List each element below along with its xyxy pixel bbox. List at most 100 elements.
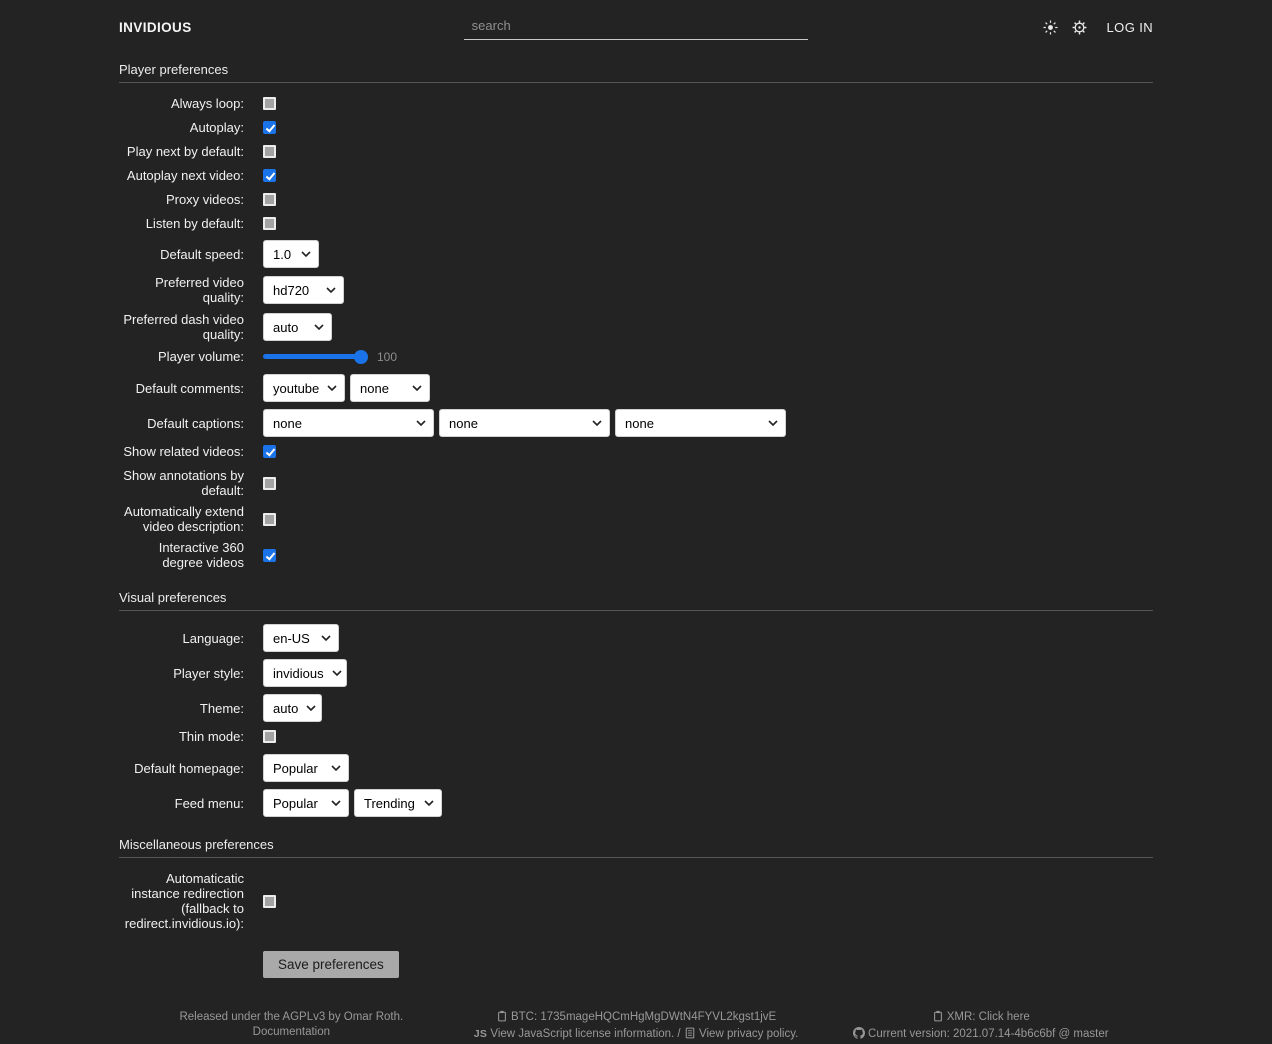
autoplay-checkbox[interactable] bbox=[263, 121, 276, 134]
github-icon bbox=[852, 1027, 865, 1044]
annotations-checkbox[interactable] bbox=[263, 476, 276, 490]
volume-slider[interactable]: 100 bbox=[263, 349, 398, 364]
pref-row-default-homepage: Default homepage: Popular bbox=[119, 754, 1153, 782]
captions-3-select[interactable]: none bbox=[615, 409, 786, 437]
thin-mode-label: Thin mode: bbox=[178, 729, 244, 744]
pref-row-360-videos: Interactive 360 degree videos bbox=[119, 540, 1153, 570]
captions-2-value: none bbox=[449, 415, 478, 431]
pref-row-player-volume: Player volume: 100 bbox=[119, 349, 1153, 364]
preferences-gear-icon[interactable] bbox=[1072, 20, 1087, 35]
default-homepage-value: Popular bbox=[273, 760, 318, 776]
chevron-down-icon bbox=[768, 420, 778, 426]
player-style-value: invidious bbox=[273, 665, 324, 681]
proxy-videos-checkbox[interactable] bbox=[263, 193, 276, 206]
always-loop-checkbox[interactable] bbox=[263, 97, 276, 110]
pref-row-proxy-videos: Proxy videos: bbox=[119, 192, 1153, 207]
volume-slider-track[interactable] bbox=[263, 349, 368, 364]
privacy-policy-link[interactable]: View privacy policy. bbox=[699, 1028, 799, 1040]
pref-row-default-captions: Default captions: none none none bbox=[119, 409, 1153, 437]
feed-menu-2-select[interactable]: Trending bbox=[354, 789, 442, 817]
btc-address[interactable]: BTC: 1735mageHQCmHgMgDWtN4FYVL2kgst1jvE bbox=[510, 1011, 777, 1023]
pref-row-autoplay: Autoplay: bbox=[119, 120, 1153, 135]
js-license-link[interactable]: View JavaScript license information. bbox=[490, 1028, 675, 1040]
play-next-label: Play next by default: bbox=[126, 144, 244, 159]
play-next-checkbox[interactable] bbox=[263, 145, 276, 158]
chevron-down-icon bbox=[416, 420, 426, 426]
footer-separator: / bbox=[674, 1028, 684, 1040]
save-preferences-button[interactable]: Save preferences bbox=[263, 951, 399, 978]
comments-source-2-value: none bbox=[360, 380, 389, 396]
video-quality-select[interactable]: hd720 bbox=[263, 276, 344, 304]
autoplay-next-checkbox[interactable] bbox=[263, 169, 276, 182]
theme-toggle-sun-icon[interactable] bbox=[1043, 19, 1058, 35]
chevron-down-icon bbox=[314, 324, 324, 330]
player-style-select[interactable]: invidious bbox=[263, 659, 347, 687]
misc-preferences-title: Miscellaneous preferences bbox=[119, 837, 274, 852]
divider bbox=[119, 857, 1153, 858]
dash-quality-select[interactable]: auto bbox=[263, 313, 332, 341]
privacy-file-icon bbox=[684, 1027, 696, 1044]
pref-row-related-videos: Show related videos: bbox=[119, 444, 1153, 459]
chevron-down-icon bbox=[306, 705, 316, 711]
search-input[interactable] bbox=[463, 14, 809, 40]
login-link[interactable]: LOG IN bbox=[1106, 19, 1154, 35]
clipboard-icon bbox=[932, 1010, 944, 1027]
pref-row-player-style: Player style: invidious bbox=[119, 659, 1153, 687]
player-volume-label: Player volume: bbox=[158, 349, 244, 364]
footer-right: XMR: Click here Current version: 2021.07… bbox=[808, 1010, 1153, 1044]
page-container: INVIDIOUS bbox=[119, 0, 1153, 1044]
pref-row-thin-mode: Thin mode: bbox=[119, 729, 1153, 744]
documentation-link[interactable]: Documentation bbox=[252, 1026, 331, 1038]
default-speed-value: 1.0 bbox=[273, 246, 292, 262]
feed-menu-1-select[interactable]: Popular bbox=[263, 789, 349, 817]
footer: Released under the AGPLv3 by Omar Roth. … bbox=[119, 1010, 1153, 1044]
default-comments-label: Default comments: bbox=[135, 380, 244, 396]
pref-row-listen-default: Listen by default: bbox=[119, 216, 1153, 231]
autoplay-next-label: Autoplay next video: bbox=[126, 168, 244, 183]
related-videos-checkbox[interactable] bbox=[263, 445, 276, 458]
theme-select[interactable]: auto bbox=[263, 694, 322, 722]
chevron-down-icon bbox=[412, 385, 422, 391]
default-homepage-select[interactable]: Popular bbox=[263, 754, 349, 782]
pref-row-theme: Theme: auto bbox=[119, 694, 1153, 722]
video-quality-value: hd720 bbox=[273, 282, 310, 298]
listen-default-checkbox[interactable] bbox=[263, 217, 276, 230]
pref-row-always-loop: Always loop: bbox=[119, 96, 1153, 111]
xmr-link[interactable]: XMR: Click here bbox=[946, 1011, 1030, 1023]
feed-menu-2-value: Trending bbox=[364, 795, 415, 811]
license-text: Released under the AGPLv3 by Omar Roth. bbox=[179, 1011, 404, 1023]
autoplay-label: Autoplay: bbox=[189, 120, 244, 135]
pref-row-instance-redirect: Automaticatic instance redirection (fall… bbox=[119, 871, 1153, 931]
extend-description-checkbox[interactable] bbox=[263, 512, 276, 526]
default-homepage-label: Default homepage: bbox=[134, 760, 244, 776]
language-select[interactable]: en-US bbox=[263, 624, 339, 652]
divider bbox=[119, 610, 1153, 611]
theme-value: auto bbox=[273, 700, 299, 716]
footer-left: Released under the AGPLv3 by Omar Roth. … bbox=[119, 1010, 464, 1044]
thin-mode-checkbox[interactable] bbox=[263, 730, 276, 743]
player-style-label: Player style: bbox=[173, 665, 244, 681]
chevron-down-icon bbox=[424, 800, 434, 806]
feed-menu-1-value: Popular bbox=[273, 795, 318, 811]
volume-slider-thumb[interactable] bbox=[354, 349, 368, 364]
pref-row-dash-quality: Preferred dash video quality: auto bbox=[119, 312, 1153, 342]
invidious-logo[interactable]: INVIDIOUS bbox=[119, 19, 192, 35]
captions-2-select[interactable]: none bbox=[439, 409, 610, 437]
comments-source-2-select[interactable]: none bbox=[350, 374, 430, 402]
pref-row-annotations: Show annotations by default: bbox=[119, 468, 1153, 498]
instance-redirect-checkbox[interactable] bbox=[263, 894, 276, 908]
header-left: INVIDIOUS bbox=[119, 20, 464, 35]
captions-1-value: none bbox=[273, 415, 302, 431]
extend-description-label: Automatically extend video description: bbox=[124, 504, 244, 534]
pref-row-default-speed: Default speed: 1.0 bbox=[119, 240, 1153, 268]
captions-1-select[interactable]: none bbox=[263, 409, 434, 437]
chevron-down-icon bbox=[592, 420, 602, 426]
volume-value: 100 bbox=[377, 349, 398, 364]
interactive-360-checkbox[interactable] bbox=[263, 548, 276, 562]
save-row: Save preferences bbox=[263, 951, 1153, 978]
default-speed-select[interactable]: 1.0 bbox=[263, 240, 319, 268]
instance-redirect-label: Automaticatic instance redirection (fall… bbox=[124, 871, 244, 931]
pref-row-default-comments: Default comments: youtube none bbox=[119, 374, 1153, 402]
comments-source-1-select[interactable]: youtube bbox=[263, 374, 345, 402]
default-speed-label: Default speed: bbox=[160, 246, 244, 262]
